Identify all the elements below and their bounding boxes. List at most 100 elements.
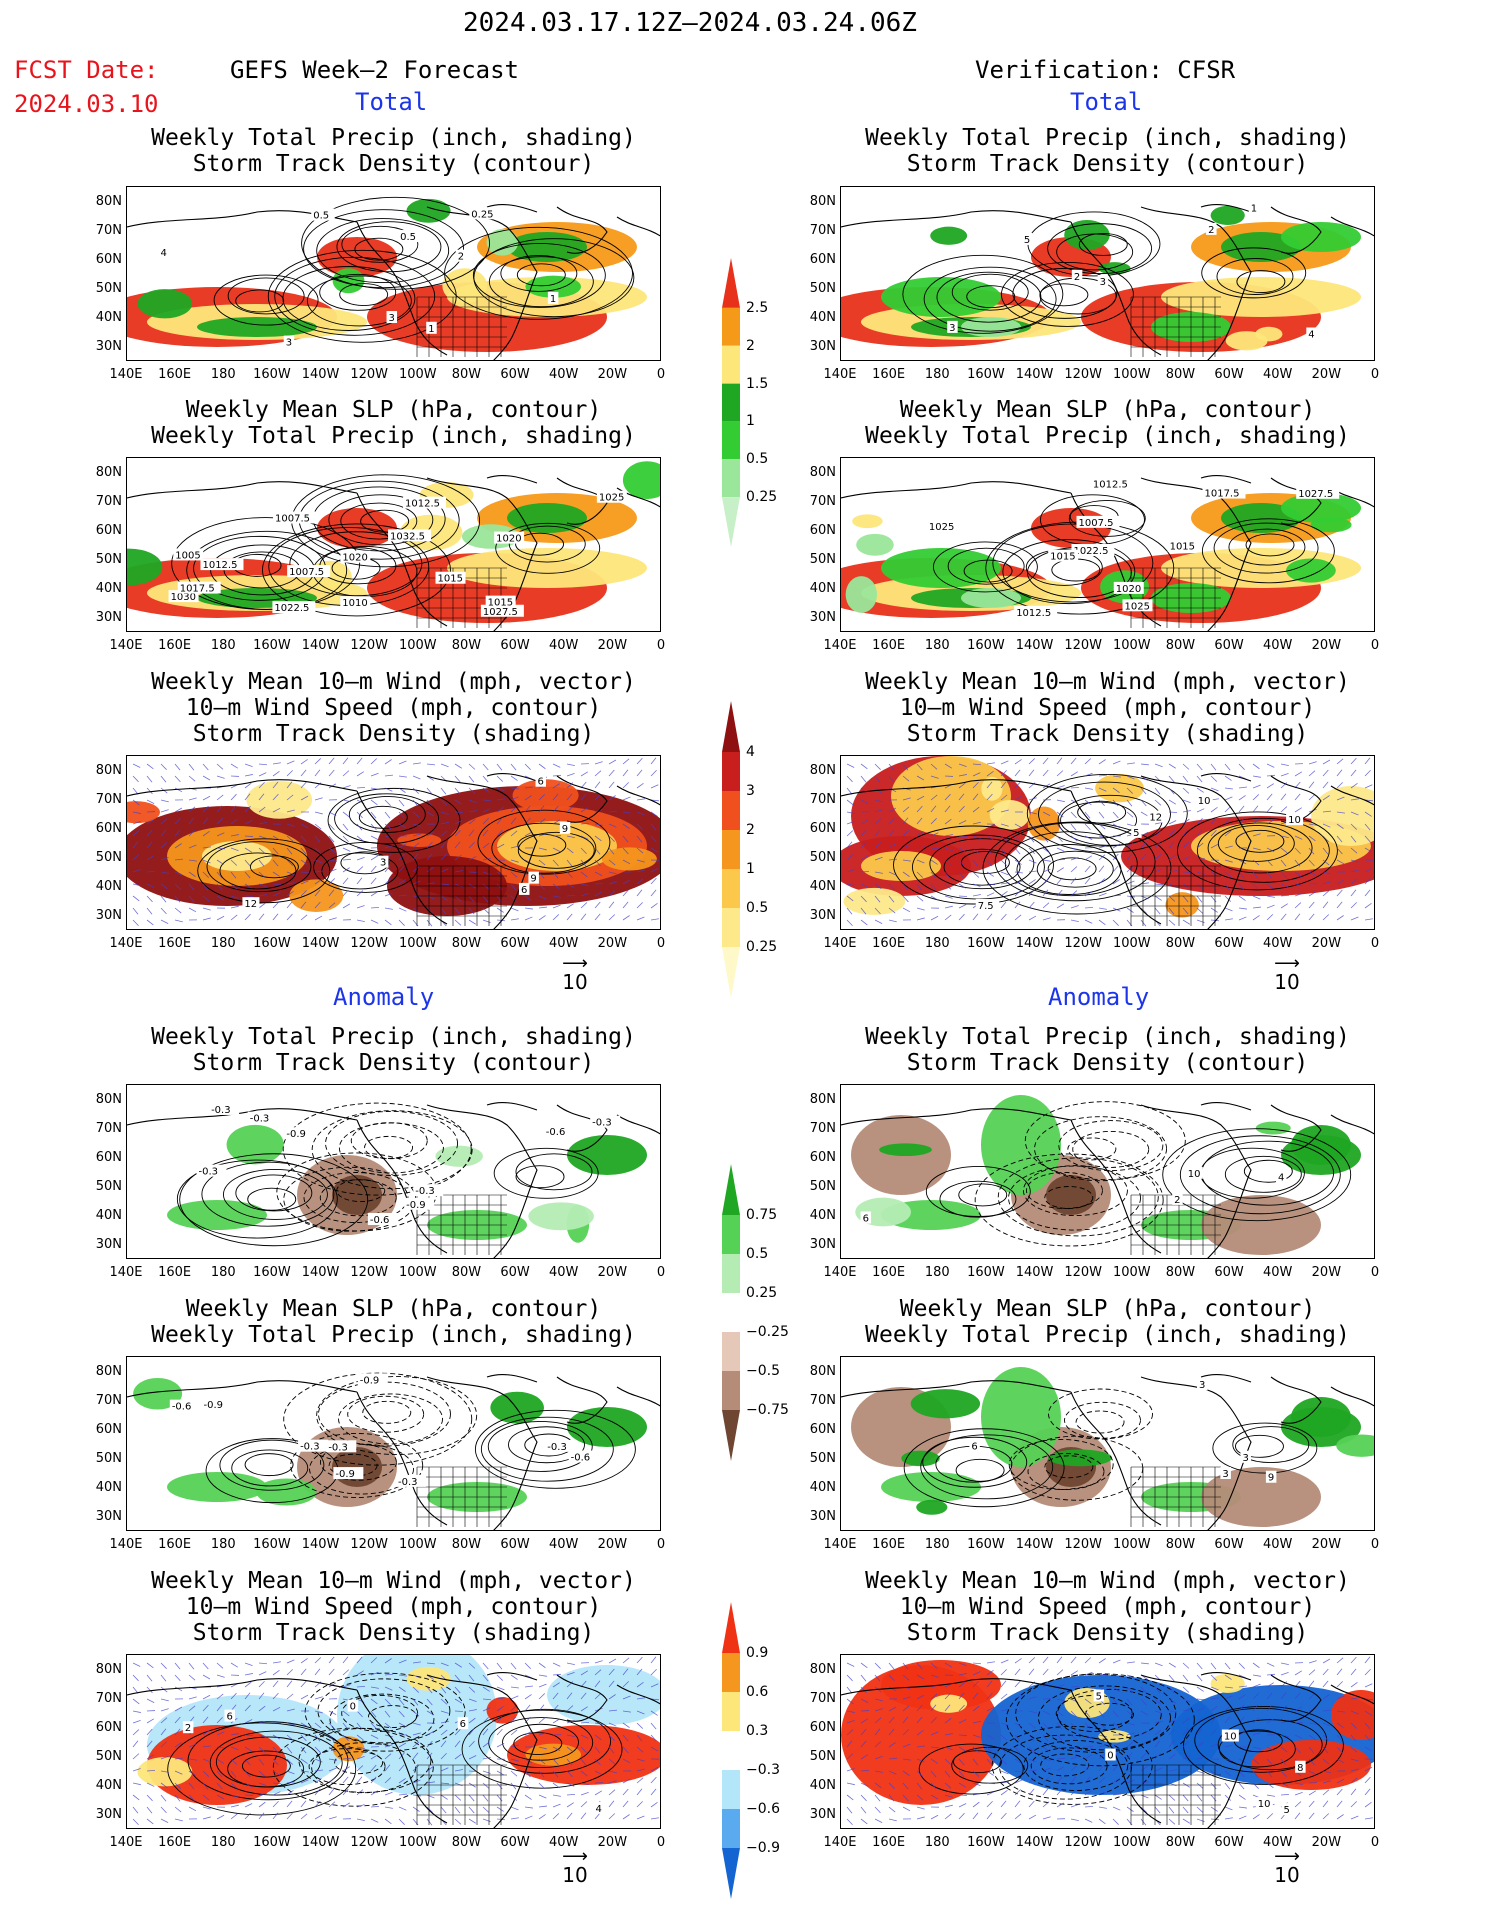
contour-value-label: 0.5: [313, 211, 329, 222]
contour-value-label: 3: [380, 858, 386, 869]
contour-value-label: 2: [1074, 272, 1080, 283]
contour-value-label: 1020: [342, 553, 367, 564]
contour-line: [1040, 1753, 1090, 1777]
latitude-tick-label: 30N: [95, 1237, 122, 1252]
coastlines: [841, 1671, 1374, 1828]
contour-line: [179, 1153, 369, 1247]
contour-line: [1024, 1101, 1186, 1181]
shading-region: [528, 1202, 594, 1231]
contour-line: [1015, 1673, 1177, 1753]
longitude-tick-label: 40W: [1263, 936, 1293, 951]
colorbar-segment: [722, 1653, 740, 1692]
shading-region: [930, 226, 968, 245]
contour-line: [929, 838, 1035, 890]
contour-line: [1025, 548, 1103, 586]
shading-region: [891, 756, 1011, 836]
coastlines: [841, 772, 1374, 929]
colorbar-segment: [722, 1848, 740, 1899]
panel-title-line: Storm Track Density (contour): [192, 151, 595, 177]
contour-line: [350, 1122, 428, 1160]
panel-title-line: Weekly Total Precip (inch, shading): [865, 1322, 1350, 1348]
shading-region: [256, 1478, 317, 1506]
contour-value-label: 2: [185, 1723, 191, 1734]
contour-value-label: -0.3: [415, 1186, 435, 1197]
longitude-tick-label: 60W: [500, 936, 530, 951]
shading-region: [197, 317, 317, 337]
longitude-tick-label: 20W: [1311, 638, 1342, 653]
contour-line: [219, 852, 297, 890]
shading-region: [1255, 1121, 1291, 1135]
date-range-title: 2024.03.17.12Z–2024.03.24.06Z: [463, 8, 917, 38]
contour-line: [893, 825, 1054, 905]
shading-region: [1286, 558, 1336, 583]
contour-line: [303, 1172, 409, 1223]
colorbar-segment: [722, 421, 740, 460]
shading-region: [901, 1450, 940, 1467]
contour-value-label: -0.3: [300, 1442, 320, 1453]
panel-title-line: Weekly Mean SLP (hPa, contour): [899, 397, 1316, 423]
contour-value-label: -0.3: [592, 1118, 612, 1129]
colorbar-tick-label: −0.3: [746, 1762, 780, 1778]
longitude-tick-label: 140W: [301, 638, 340, 653]
contour-line: [231, 1449, 309, 1487]
longitude-tick-label: 160E: [872, 1265, 906, 1280]
latitude-tick-label: 30N: [809, 1237, 836, 1252]
contour-line: [1201, 518, 1335, 584]
contour-line: [338, 1393, 443, 1445]
contour-line: [480, 1416, 614, 1482]
contour-line: [923, 266, 1057, 332]
map-panel: 7.5 5 10 12 10: [840, 755, 1375, 930]
map-panel: -0.3 -0.3 -0.6 -0.6 -0.3 -0.9 -0.3 -0.9 -0.3: [126, 1084, 661, 1259]
latitude-tick-label: 80N: [809, 1364, 836, 1379]
longitude-tick-label: 140E: [109, 1265, 143, 1280]
longitude-tick-label: 180: [924, 1835, 950, 1850]
map-panel: 1012.5 1007.5 1027.5 1025 1022.5 1020 1017.5 10…: [840, 457, 1375, 632]
contour-value-label: -0.9: [360, 1375, 380, 1386]
longitude-tick-label: 40W: [1263, 367, 1293, 382]
contour-line: [1243, 1159, 1293, 1183]
shading-region: [137, 289, 193, 319]
shading-region: [337, 1655, 497, 1795]
contour-line: [1034, 1116, 1168, 1182]
shading-region: [1225, 331, 1268, 351]
longitude-tick-label: 120W: [350, 1537, 388, 1552]
longitude-tick-label: 180: [924, 1265, 950, 1280]
panel-title-line: Weekly Total Precip (inch, shading): [865, 125, 1350, 151]
longitude-tick-label: 160W: [253, 936, 291, 951]
shading-region: [507, 503, 587, 533]
contour-line: [219, 1439, 325, 1491]
longitude-tick-label: 20W: [1311, 1537, 1342, 1552]
longitude-tick-label: 40W: [1263, 1265, 1293, 1280]
longitude-tick-label: 120W: [1064, 1265, 1102, 1280]
longitude-tick-label: 80W: [1165, 1265, 1196, 1280]
contour-line: [1177, 811, 1338, 891]
latitude-tick-label: 50N: [95, 281, 122, 296]
contour-line: [991, 1725, 1153, 1805]
contour-line: [999, 1734, 1133, 1800]
longitude-tick-label: 40W: [1263, 1537, 1293, 1552]
map-canvas: 7.5 5 10 12 10: [841, 756, 1374, 929]
contour-line: [318, 1381, 451, 1447]
colorbar-segment: [722, 830, 740, 869]
contour-value-label: 0: [1107, 1751, 1113, 1762]
longitude-tick-label: 80W: [451, 1835, 482, 1850]
longitude-tick-label: 140E: [109, 936, 143, 951]
longitude-tick-label: 40W: [549, 1265, 579, 1280]
map-panel: 1030 1027.5 1032.5 1020 1015 1012.5 1010 1025 10…: [126, 457, 661, 632]
longitude-tick-label: 60W: [1214, 1265, 1244, 1280]
contour-line: [982, 821, 1172, 915]
panel-title-line: 10–m Wind Speed (mph, contour): [899, 1594, 1316, 1620]
map-panel: 3 3 9 3 6: [840, 1356, 1375, 1531]
contour-line: [1022, 1165, 1128, 1217]
longitude-tick-label: 160W: [967, 936, 1005, 951]
map-canvas: -0.3 -0.3 -0.6 -0.6 -0.3 -0.9 -0.3 -0.9 -0.3: [127, 1101, 660, 1258]
latitude-tick-label: 60N: [809, 1150, 836, 1165]
section-total-left: Total: [355, 88, 428, 116]
colorbar-tick-label: 0.25: [746, 939, 778, 955]
latitude-tick-label: 50N: [809, 1451, 836, 1466]
contour-value-label: 6: [863, 1213, 869, 1224]
colorbar-tick-label: 0.5: [746, 900, 769, 916]
contour-line: [298, 1727, 432, 1793]
contour-line: [495, 522, 601, 574]
colorbar-segment: [722, 258, 740, 308]
